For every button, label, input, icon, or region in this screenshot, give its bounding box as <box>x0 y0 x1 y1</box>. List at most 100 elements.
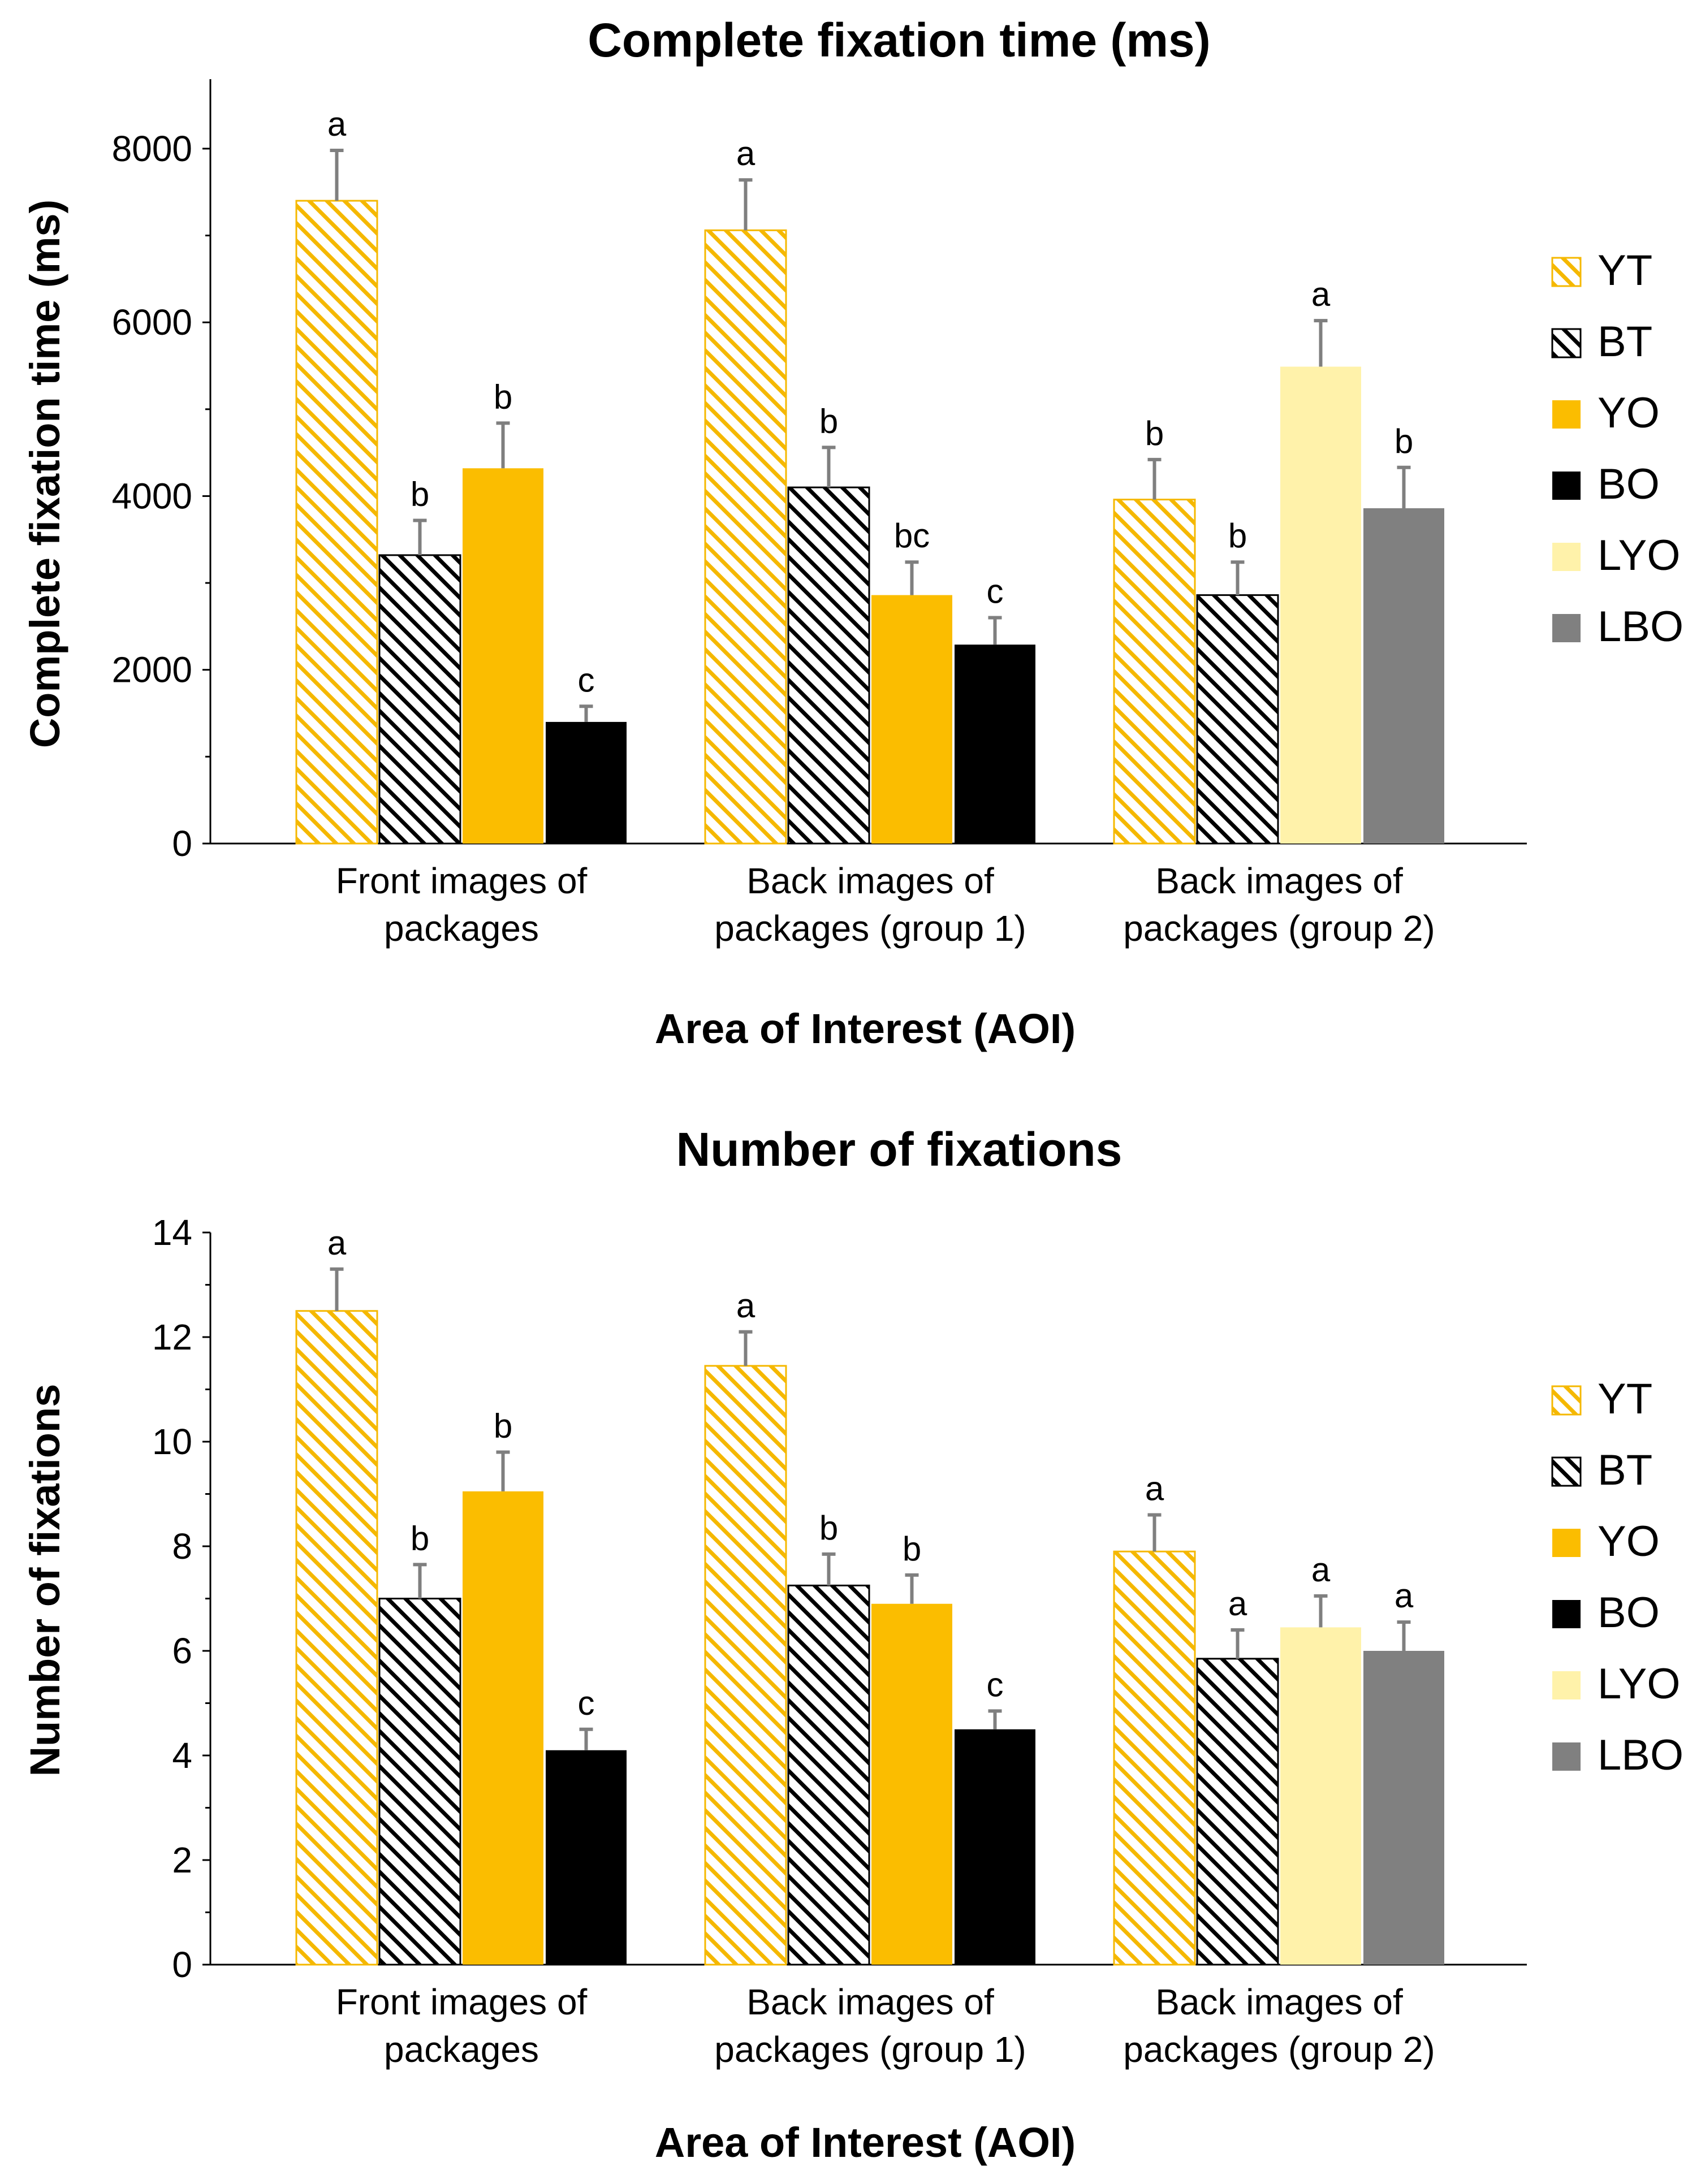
y-tick-label: 12 <box>152 1317 192 1357</box>
y-tick-label: 6000 <box>112 302 192 343</box>
legend-swatch-bt <box>1551 328 1582 358</box>
bar-lyo <box>1280 366 1361 844</box>
y-tick-label: 8000 <box>112 128 192 169</box>
legend-label-bo: BO <box>1598 460 1660 508</box>
legend: YT BT YO BO LYO LBO <box>1551 246 1683 651</box>
bar-yt <box>1113 1550 1196 1966</box>
bar-yt <box>704 1365 787 1966</box>
chart-title: Complete fixation time (ms) <box>588 14 1210 67</box>
legend-swatch-yt <box>1551 257 1582 287</box>
x-category-label: packages (group 1) <box>714 2029 1026 2070</box>
x-category-label: packages (group 2) <box>1123 908 1435 949</box>
plot-area: 0 2 4 6 8 10 12 14 a b b c Front images of packages a b… <box>152 1212 1527 2070</box>
significance-letter: a <box>1311 275 1331 313</box>
significance-letter: b <box>411 1519 429 1557</box>
significance-letter: b <box>1228 517 1247 555</box>
y-tick-label: 0 <box>172 1944 192 1985</box>
significance-letter: a <box>1395 1577 1414 1615</box>
legend-swatch-lyo <box>1552 1671 1581 1699</box>
y-tick-label: 14 <box>152 1212 192 1253</box>
significance-letter: a <box>1311 1551 1331 1589</box>
x-category-label: Back images of <box>746 860 994 901</box>
x-category-label: Back images of <box>1155 1982 1403 2022</box>
y-tick-label: 0 <box>172 823 192 864</box>
y-axis-label: Complete fixation time (ms) <box>21 200 68 748</box>
legend-label-lbo: LBO <box>1598 603 1683 651</box>
significance-letter: a <box>327 105 347 143</box>
legend-swatch-lbo <box>1552 1742 1581 1771</box>
significance-letter: bc <box>894 517 930 555</box>
significance-letter: b <box>494 378 512 416</box>
bar-yt <box>704 229 787 845</box>
legend-swatch-yo <box>1552 400 1581 429</box>
bar-yt <box>1113 499 1196 845</box>
legend-swatch-lbo <box>1552 614 1581 642</box>
x-category-label: Back images of <box>746 1982 994 2022</box>
x-category-label: Front images of <box>336 860 588 901</box>
significance-letter: c <box>987 573 1004 611</box>
legend-swatch-bt <box>1551 1456 1582 1487</box>
legend-label-bt: BT <box>1598 1446 1652 1494</box>
bar-bo <box>546 1750 627 1965</box>
significance-letter: b <box>819 1509 838 1547</box>
legend-label-bt: BT <box>1598 318 1652 366</box>
bar-bt <box>378 1598 461 1966</box>
significance-letter: a <box>736 1287 755 1325</box>
legend-label-yt: YT <box>1598 1375 1652 1423</box>
chart-number-of-fixations: Number of fixations Number of fixations … <box>21 1123 1683 2166</box>
legend-swatch-bo <box>1552 1600 1581 1628</box>
legend-label-yo: YO <box>1598 389 1660 437</box>
significance-letter: a <box>1228 1585 1247 1623</box>
legend-swatch-yo <box>1552 1529 1581 1557</box>
y-tick-label: 4 <box>172 1735 192 1776</box>
significance-letter: b <box>1145 414 1164 452</box>
y-axis-label: Number of fixations <box>21 1384 68 1777</box>
legend-label-yo: YO <box>1598 1517 1660 1565</box>
bar-bt <box>787 1584 870 1966</box>
bar-yo <box>463 1491 543 1965</box>
y-tick-label: 8 <box>172 1526 192 1567</box>
chart-fixation-time: Complete fixation time (ms) Complete fix… <box>21 14 1683 1052</box>
x-category-label: packages <box>384 2029 539 2070</box>
bar-lbo <box>1363 1651 1444 1965</box>
bar-yo <box>871 1603 952 1965</box>
bar-yt <box>295 200 378 845</box>
significance-letter: c <box>578 661 595 699</box>
y-tick-label: 2000 <box>112 650 192 690</box>
significance-letter: a <box>327 1224 347 1262</box>
x-category-label: packages (group 1) <box>714 908 1026 949</box>
significance-letter: c <box>578 1684 595 1722</box>
bar-yt <box>295 1310 378 1966</box>
bar-bt <box>1196 594 1279 845</box>
legend-label-lyo: LYO <box>1598 531 1680 579</box>
bar-lyo <box>1280 1627 1361 1965</box>
bar-bo <box>546 721 627 844</box>
x-category-label: Front images of <box>336 1982 588 2022</box>
significance-letter: b <box>494 1407 512 1445</box>
significance-letter: c <box>987 1666 1004 1703</box>
legend-swatch-yt <box>1551 1385 1582 1416</box>
legend-swatch-bo <box>1552 472 1581 500</box>
bar-bt <box>378 554 461 845</box>
significance-letter: a <box>1145 1470 1164 1508</box>
bar-bo <box>955 645 1035 844</box>
bar-bt <box>1196 1658 1279 1966</box>
legend-label-lbo: LBO <box>1598 1731 1683 1779</box>
y-tick-label: 10 <box>152 1421 192 1462</box>
significance-letter: a <box>736 135 755 172</box>
significance-letter: b <box>1395 422 1413 460</box>
x-category-label: packages (group 2) <box>1123 2029 1435 2070</box>
significance-letter: b <box>903 1530 921 1568</box>
legend-swatch-lyo <box>1552 543 1581 571</box>
chart-title: Number of fixations <box>676 1123 1123 1176</box>
legend: YT BT YO BO LYO LBO <box>1551 1375 1683 1779</box>
bar-yo <box>871 595 952 844</box>
bar-yo <box>463 468 543 844</box>
x-axis-label: Area of Interest (AOI) <box>655 2119 1076 2166</box>
bar-lbo <box>1363 508 1444 844</box>
x-axis-label: Area of Interest (AOI) <box>655 1005 1076 1052</box>
legend-label-bo: BO <box>1598 1589 1660 1637</box>
x-category-label: Back images of <box>1155 860 1403 901</box>
